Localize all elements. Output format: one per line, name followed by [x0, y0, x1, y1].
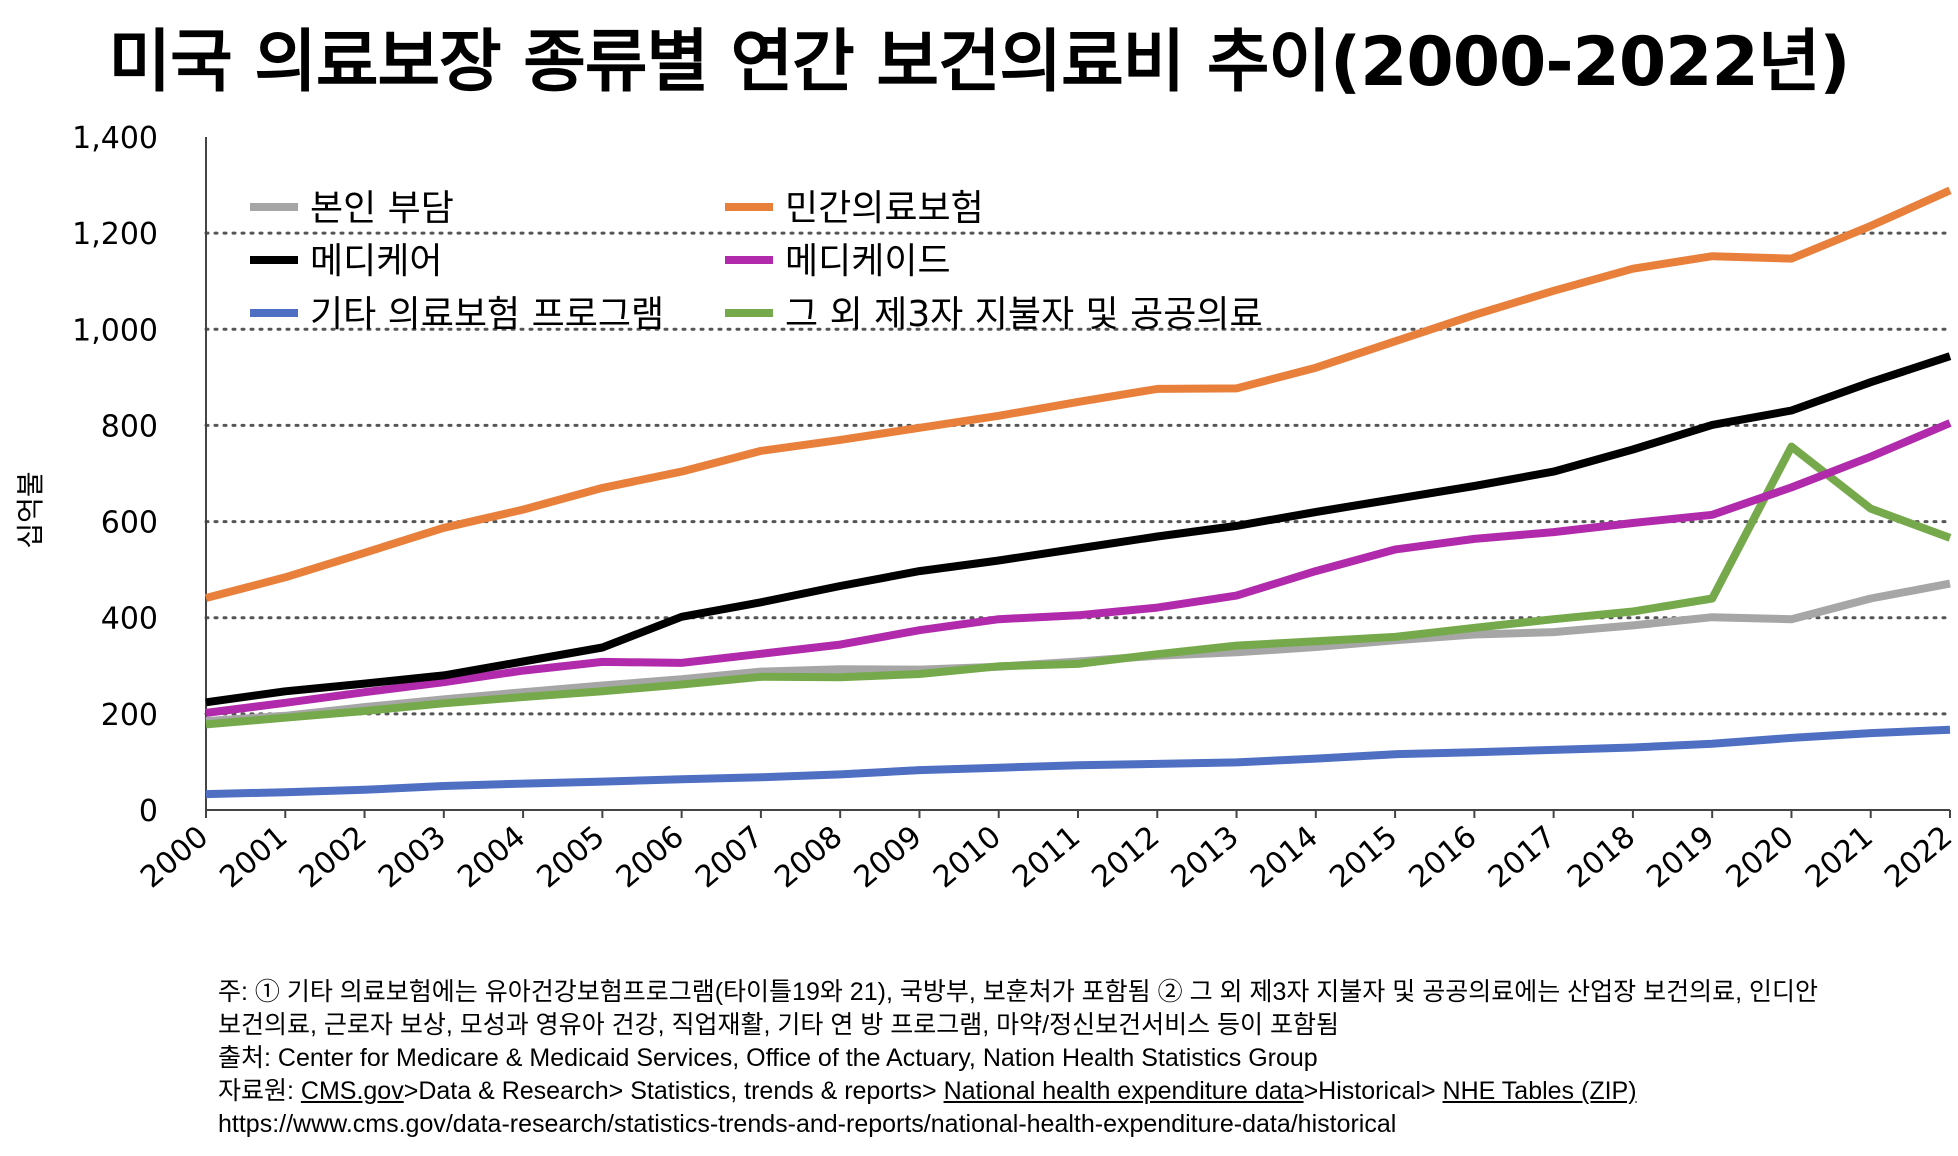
y-tick-label: 200 [101, 698, 158, 733]
x-tick-label: 2020 [1720, 819, 1801, 895]
source-line: 출처: Center for Medicare & Medicaid Servi… [218, 1044, 1318, 1072]
legend-label: 그 외 제3자 지불자 및 공공의료 [785, 294, 1263, 335]
nhe-data-link[interactable]: National health expenditure data [943, 1077, 1304, 1105]
legend-label: 본인 부담 [310, 188, 454, 229]
y-tick-label: 1,200 [72, 217, 158, 252]
x-tick-label: 2000 [134, 819, 215, 895]
x-tick-label: 2001 [213, 819, 294, 895]
legend-label: 메디케어 [310, 241, 442, 282]
y-tick-label: 600 [101, 506, 158, 541]
reference-line: 자료원: CMS.gov>Data & Research> Statistics… [218, 1075, 1818, 1108]
x-tick-label: 2014 [1244, 819, 1325, 895]
y-tick-label: 400 [101, 602, 158, 637]
y-tick-label: 0 [139, 794, 158, 829]
axes [205, 137, 1950, 811]
x-tick-label: 2002 [293, 819, 374, 895]
x-tick-label: 2005 [531, 819, 612, 895]
nhe-tables-link[interactable]: NHE Tables (ZIP) [1442, 1077, 1637, 1105]
x-tick-label: 2015 [1323, 819, 1404, 895]
series-line [205, 725, 1951, 799]
footnotes: 주: ① 기타 의료보험에는 유아건강보험프로그램(타이틀19와 21), 국방… [218, 976, 1818, 1141]
x-tick-label: 2022 [1878, 819, 1958, 895]
x-tick-label: 2017 [1482, 819, 1563, 895]
reference-prefix: 자료원: [218, 1077, 301, 1105]
y-axis-label: 십억불 [14, 471, 47, 548]
series-lines [204, 186, 1952, 799]
x-tick-label: 2003 [372, 819, 453, 895]
x-tick-label: 2011 [1006, 819, 1087, 895]
series-line [205, 419, 1952, 717]
note-line-2: 보건의료, 근로자 보상, 모성과 영유아 건강, 직업재활, 기타 연 방 프… [218, 1011, 1339, 1039]
x-tick-label: 2019 [1640, 819, 1721, 895]
legend-label: 민간의료보험 [785, 188, 984, 229]
x-tick-label: 2006 [610, 819, 691, 895]
x-tick-label: 2008 [768, 819, 849, 895]
legend-label: 메디케이드 [785, 241, 951, 282]
x-tick-label: 2016 [1403, 819, 1484, 895]
reference-path-2: >Historical> [1303, 1077, 1443, 1105]
series-line [205, 442, 1952, 729]
chart-title: 미국 의료보장 종류별 연간 보건의료비 추이(2000-2022년) [108, 23, 1851, 102]
x-tick-label: 2018 [1561, 819, 1642, 895]
y-tick-label: 1,400 [72, 121, 158, 156]
x-tick-label: 2021 [1799, 819, 1880, 895]
series-line [205, 352, 1952, 707]
x-tick-label: 2009 [848, 819, 929, 895]
url-line[interactable]: https://www.cms.gov/data-research/statis… [218, 1110, 1397, 1138]
x-tick-label: 2012 [1085, 819, 1166, 895]
x-tick-labels: 2000200120022003200420052006200720082009… [134, 810, 1958, 895]
x-tick-label: 2007 [689, 819, 770, 895]
y-tick-label: 800 [101, 409, 158, 444]
y-tick-labels: 0 200 400 600 800 1,000 1,200 1,400 [72, 121, 158, 829]
legend-label: 기타 의료보험 프로그램 [310, 294, 664, 335]
x-tick-label: 2004 [451, 819, 532, 895]
cms-link[interactable]: CMS.gov [300, 1077, 404, 1105]
x-tick-label: 2010 [927, 819, 1008, 895]
reference-path-1: >Data & Research> Statistics, trends & r… [403, 1077, 944, 1105]
y-tick-label: 1,000 [72, 313, 158, 348]
series-line [204, 186, 1952, 602]
note-line-1: 주: ① 기타 의료보험에는 유아건강보험프로그램(타이틀19와 21), 국방… [218, 978, 1818, 1006]
x-tick-label: 2013 [1165, 819, 1246, 895]
